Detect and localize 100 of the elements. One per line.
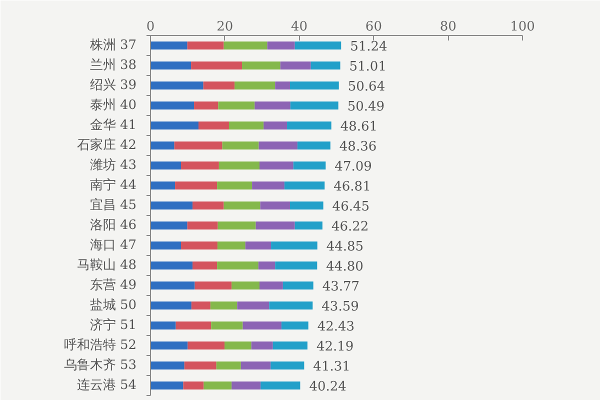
y-tick-label: 乌鲁木齐 53 xyxy=(64,358,137,373)
total-label: 51.24 xyxy=(350,40,388,54)
bar xyxy=(150,162,182,170)
total-label: 46.22 xyxy=(331,220,369,234)
bar xyxy=(242,322,282,330)
bar xyxy=(191,302,210,310)
bar xyxy=(293,162,326,170)
bar xyxy=(150,82,204,90)
bar xyxy=(267,42,295,50)
x-tick-label: 20 xyxy=(216,20,234,34)
bar xyxy=(150,202,193,210)
y-tick-label: 盐城 50 xyxy=(90,298,137,313)
bar xyxy=(240,362,271,370)
y-tick-label: 南宁 44 xyxy=(90,177,137,193)
bar xyxy=(218,102,255,110)
bar xyxy=(275,262,318,270)
bar xyxy=(191,62,242,70)
bar xyxy=(194,102,218,110)
total-label: 48.36 xyxy=(339,140,377,154)
bar xyxy=(150,302,192,310)
bar xyxy=(222,142,259,150)
y-tick-label: 马鞍山 48 xyxy=(76,258,137,273)
bar xyxy=(270,362,304,370)
bar xyxy=(232,382,261,390)
total-label: 40.24 xyxy=(309,380,346,394)
bar xyxy=(150,242,182,250)
bar xyxy=(174,142,222,150)
x-tick-label: 60 xyxy=(365,20,382,34)
bar xyxy=(260,202,290,210)
bar xyxy=(224,342,252,350)
y-tick-label: 泰州 40 xyxy=(90,98,137,113)
bar xyxy=(271,242,318,250)
bar xyxy=(150,222,188,230)
x-tick-label: 0 xyxy=(146,20,155,34)
bar xyxy=(194,282,232,290)
bar xyxy=(150,282,195,290)
bar xyxy=(254,102,290,110)
bar xyxy=(198,122,229,130)
total-label: 47.09 xyxy=(334,160,372,174)
x-tick-label: 40 xyxy=(291,20,308,34)
bar xyxy=(192,262,218,270)
bar xyxy=(150,142,174,150)
bar xyxy=(187,222,218,230)
total-label: 44.80 xyxy=(326,260,364,274)
bar xyxy=(245,242,272,250)
bar xyxy=(192,202,224,210)
total-label: 42.43 xyxy=(317,320,355,334)
bar xyxy=(290,82,339,90)
y-tick-label: 连云港 54 xyxy=(76,378,137,393)
bar xyxy=(218,222,256,230)
y-tick-label: 金华 41 xyxy=(90,118,137,133)
bar xyxy=(150,322,176,330)
bar xyxy=(150,182,176,190)
bar xyxy=(290,102,338,110)
bar xyxy=(184,362,216,370)
bar xyxy=(203,82,235,90)
y-tick-label: 兰州 38 xyxy=(90,58,137,73)
y-tick-label: 株洲 37 xyxy=(88,38,137,53)
bar xyxy=(272,342,308,350)
bar xyxy=(234,82,276,90)
bar xyxy=(150,102,194,110)
total-label: 51.01 xyxy=(349,60,386,74)
bar xyxy=(232,282,260,290)
bar xyxy=(297,142,330,150)
bar xyxy=(275,82,290,90)
bar xyxy=(294,42,342,50)
bar xyxy=(217,262,258,270)
bar xyxy=(259,162,294,170)
bar xyxy=(264,122,288,130)
bar xyxy=(150,382,184,390)
bar xyxy=(150,42,188,50)
bar xyxy=(237,302,270,310)
bar xyxy=(187,42,224,50)
bar xyxy=(258,142,298,150)
bar xyxy=(282,282,314,290)
bar xyxy=(211,322,243,330)
total-label: 43.77 xyxy=(322,280,360,294)
total-label: 44.85 xyxy=(326,240,364,254)
bar xyxy=(287,122,332,130)
bar xyxy=(150,342,188,350)
bar xyxy=(210,302,238,310)
y-tick-label: 海口 47 xyxy=(90,238,137,253)
bar xyxy=(251,342,273,350)
bar xyxy=(284,182,325,190)
bar xyxy=(150,362,184,370)
bar xyxy=(188,342,225,350)
bar xyxy=(290,202,324,210)
bar xyxy=(175,182,218,190)
y-tick-label: 绍兴 39 xyxy=(90,78,137,93)
y-tick-label: 济宁 51 xyxy=(90,317,137,333)
bar xyxy=(281,322,308,330)
bar xyxy=(294,222,322,230)
bar xyxy=(310,62,340,70)
x-tick-label: 80 xyxy=(440,20,456,34)
total-label: 50.49 xyxy=(347,100,385,114)
total-label: 42.19 xyxy=(316,340,354,354)
bar xyxy=(181,162,219,170)
bar xyxy=(181,242,218,250)
bar xyxy=(217,182,252,190)
bar xyxy=(228,122,264,130)
